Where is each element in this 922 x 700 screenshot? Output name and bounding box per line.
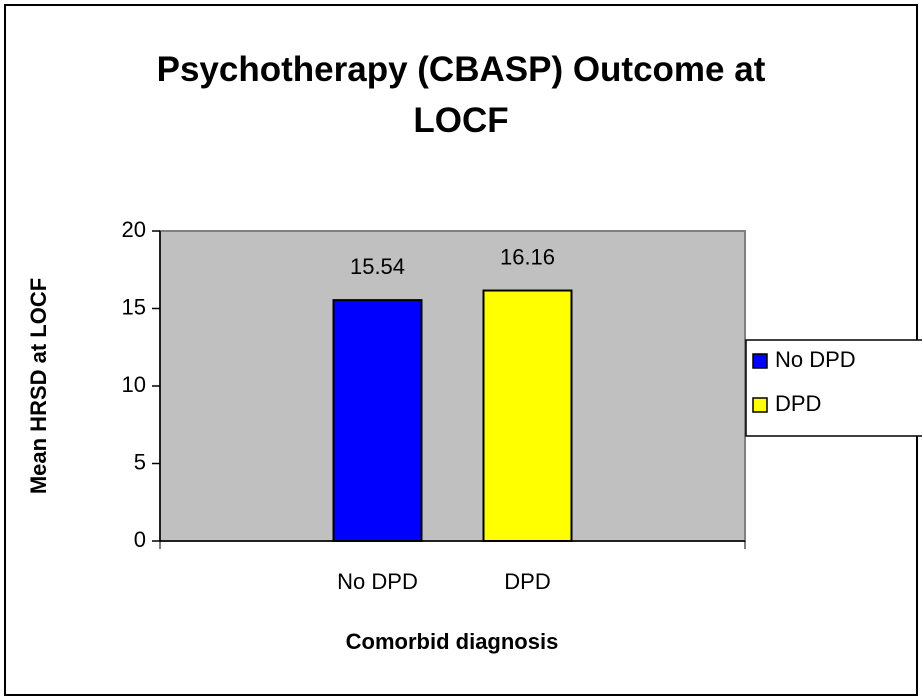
y-tick-label: 20 xyxy=(122,217,146,242)
bar xyxy=(482,289,573,542)
y-axis-title: Mean HRSD at LOCF xyxy=(26,278,51,494)
data-label: 15.54 xyxy=(350,254,405,279)
y-tick-label: 10 xyxy=(122,372,146,397)
x-tick-label: No DPD xyxy=(337,569,418,594)
y-tick-label: 15 xyxy=(122,294,146,319)
x-tick-label: DPD xyxy=(504,569,550,594)
legend-box xyxy=(745,339,922,437)
data-label: 16.16 xyxy=(500,244,555,269)
y-tick-label: 5 xyxy=(134,449,146,474)
x-axis-title: Comorbid diagnosis xyxy=(346,629,559,654)
y-tick-label: 0 xyxy=(134,527,146,552)
legend-label: DPD xyxy=(775,391,821,416)
legend-swatch xyxy=(752,397,768,413)
legend-swatch xyxy=(752,353,768,369)
legend-label: No DPD xyxy=(775,347,856,372)
chart-title: Psychotherapy (CBASP) Outcome at LOCF xyxy=(156,50,766,140)
bar xyxy=(332,299,423,542)
plot-area xyxy=(159,230,746,542)
